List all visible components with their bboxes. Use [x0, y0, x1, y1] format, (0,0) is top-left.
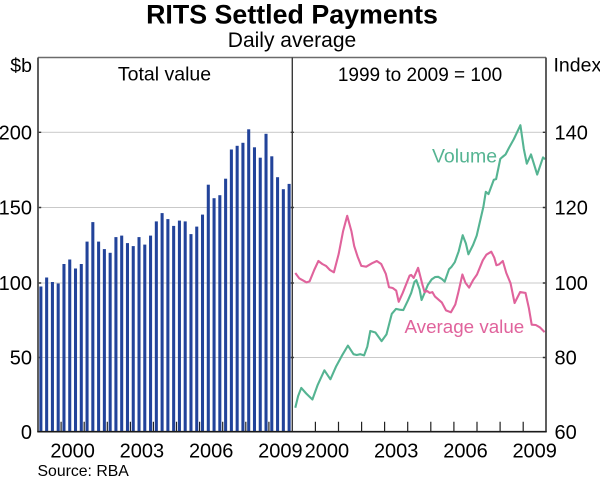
svg-text:100: 100: [555, 273, 588, 295]
svg-text:150: 150: [0, 198, 32, 220]
svg-text:100: 100: [0, 273, 32, 295]
svg-text:2009: 2009: [258, 441, 303, 463]
svg-text:$b: $b: [10, 55, 32, 77]
svg-text:2009: 2009: [512, 441, 557, 463]
svg-text:140: 140: [555, 122, 588, 144]
svg-text:Average value: Average value: [405, 316, 525, 337]
svg-text:2003: 2003: [374, 441, 419, 463]
svg-text:60: 60: [555, 422, 577, 444]
svg-text:120: 120: [555, 198, 588, 220]
svg-text:Index: Index: [554, 55, 600, 77]
svg-text:RITS Settled Payments: RITS Settled Payments: [146, 0, 438, 30]
svg-text:2000: 2000: [50, 441, 95, 463]
svg-text:0: 0: [21, 422, 32, 444]
svg-text:2006: 2006: [443, 441, 488, 463]
svg-text:80: 80: [555, 348, 577, 370]
svg-text:Source: RBA: Source: RBA: [38, 463, 130, 480]
svg-text:1999 to 2009 = 100: 1999 to 2009 = 100: [338, 65, 502, 86]
svg-text:50: 50: [10, 348, 32, 370]
svg-text:Daily average: Daily average: [228, 29, 356, 52]
svg-text:200: 200: [0, 122, 32, 144]
svg-text:2003: 2003: [120, 441, 165, 463]
svg-text:Volume: Volume: [432, 146, 497, 168]
svg-text:Total value: Total value: [118, 64, 211, 86]
svg-text:2006: 2006: [189, 441, 234, 463]
svg-text:2000: 2000: [305, 441, 350, 463]
